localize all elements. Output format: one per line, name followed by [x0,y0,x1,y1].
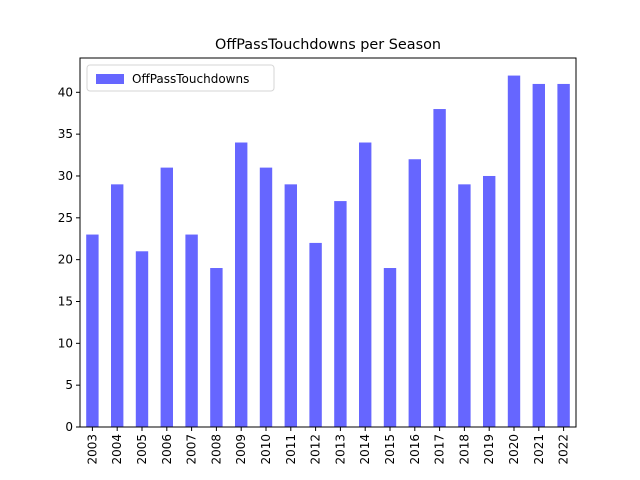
bar [557,83,570,427]
y-tick-label: 0 [65,420,73,434]
x-tick-label: 2017 [433,434,447,465]
x-tick-label: 2008 [209,434,223,465]
bar [334,201,347,427]
x-tick-label: 2014 [358,434,372,465]
bar [86,234,99,427]
bar [210,268,223,427]
bar [185,234,198,427]
x-tick-label: 2010 [259,434,273,465]
bar [532,83,545,427]
y-tick-label: 15 [58,294,73,308]
y-tick-label: 25 [58,211,73,225]
y-tick-label: 30 [58,169,73,183]
bar [507,75,521,428]
y-tick-label: 20 [58,253,73,267]
bar [284,184,297,427]
x-tick-label: 2005 [135,434,149,465]
x-tick-label: 2012 [309,434,323,465]
x-tick-label: 2015 [383,434,397,465]
bar [111,184,124,427]
bar [235,142,248,428]
bar [309,242,322,427]
x-tick-label: 2004 [110,434,124,465]
plot-frame [79,57,577,428]
x-tick-label: 2011 [284,434,298,465]
x-tick-label: 2022 [557,434,571,465]
x-tick-label: 2009 [234,434,248,465]
bar [259,167,273,427]
bar [135,251,149,427]
x-tick-label: 2016 [408,434,422,465]
bar [483,175,496,427]
y-tick-label: 35 [58,127,73,141]
legend-swatch [96,74,124,84]
y-tick-label: 5 [65,378,73,392]
legend-box [86,64,275,92]
legend-label: OffPassTouchdowns [132,72,249,86]
x-tick-label: 2013 [333,434,347,465]
bar [383,268,397,427]
y-tick-label: 40 [58,85,73,99]
bar [359,142,372,428]
x-tick-label: 2006 [160,434,174,465]
x-tick-label: 2007 [185,434,199,465]
y-tick-label: 10 [58,336,73,350]
bar [433,109,446,427]
x-tick-label: 2021 [532,434,546,465]
chart-title: OffPassTouchdowns per Season [215,37,441,53]
x-tick-label: 2019 [482,434,496,465]
bar [408,159,421,427]
bar [458,184,471,427]
x-tick-label: 2020 [507,434,521,465]
bar [160,167,173,427]
x-tick-label: 2003 [85,434,99,465]
x-tick-label: 2018 [457,434,471,465]
